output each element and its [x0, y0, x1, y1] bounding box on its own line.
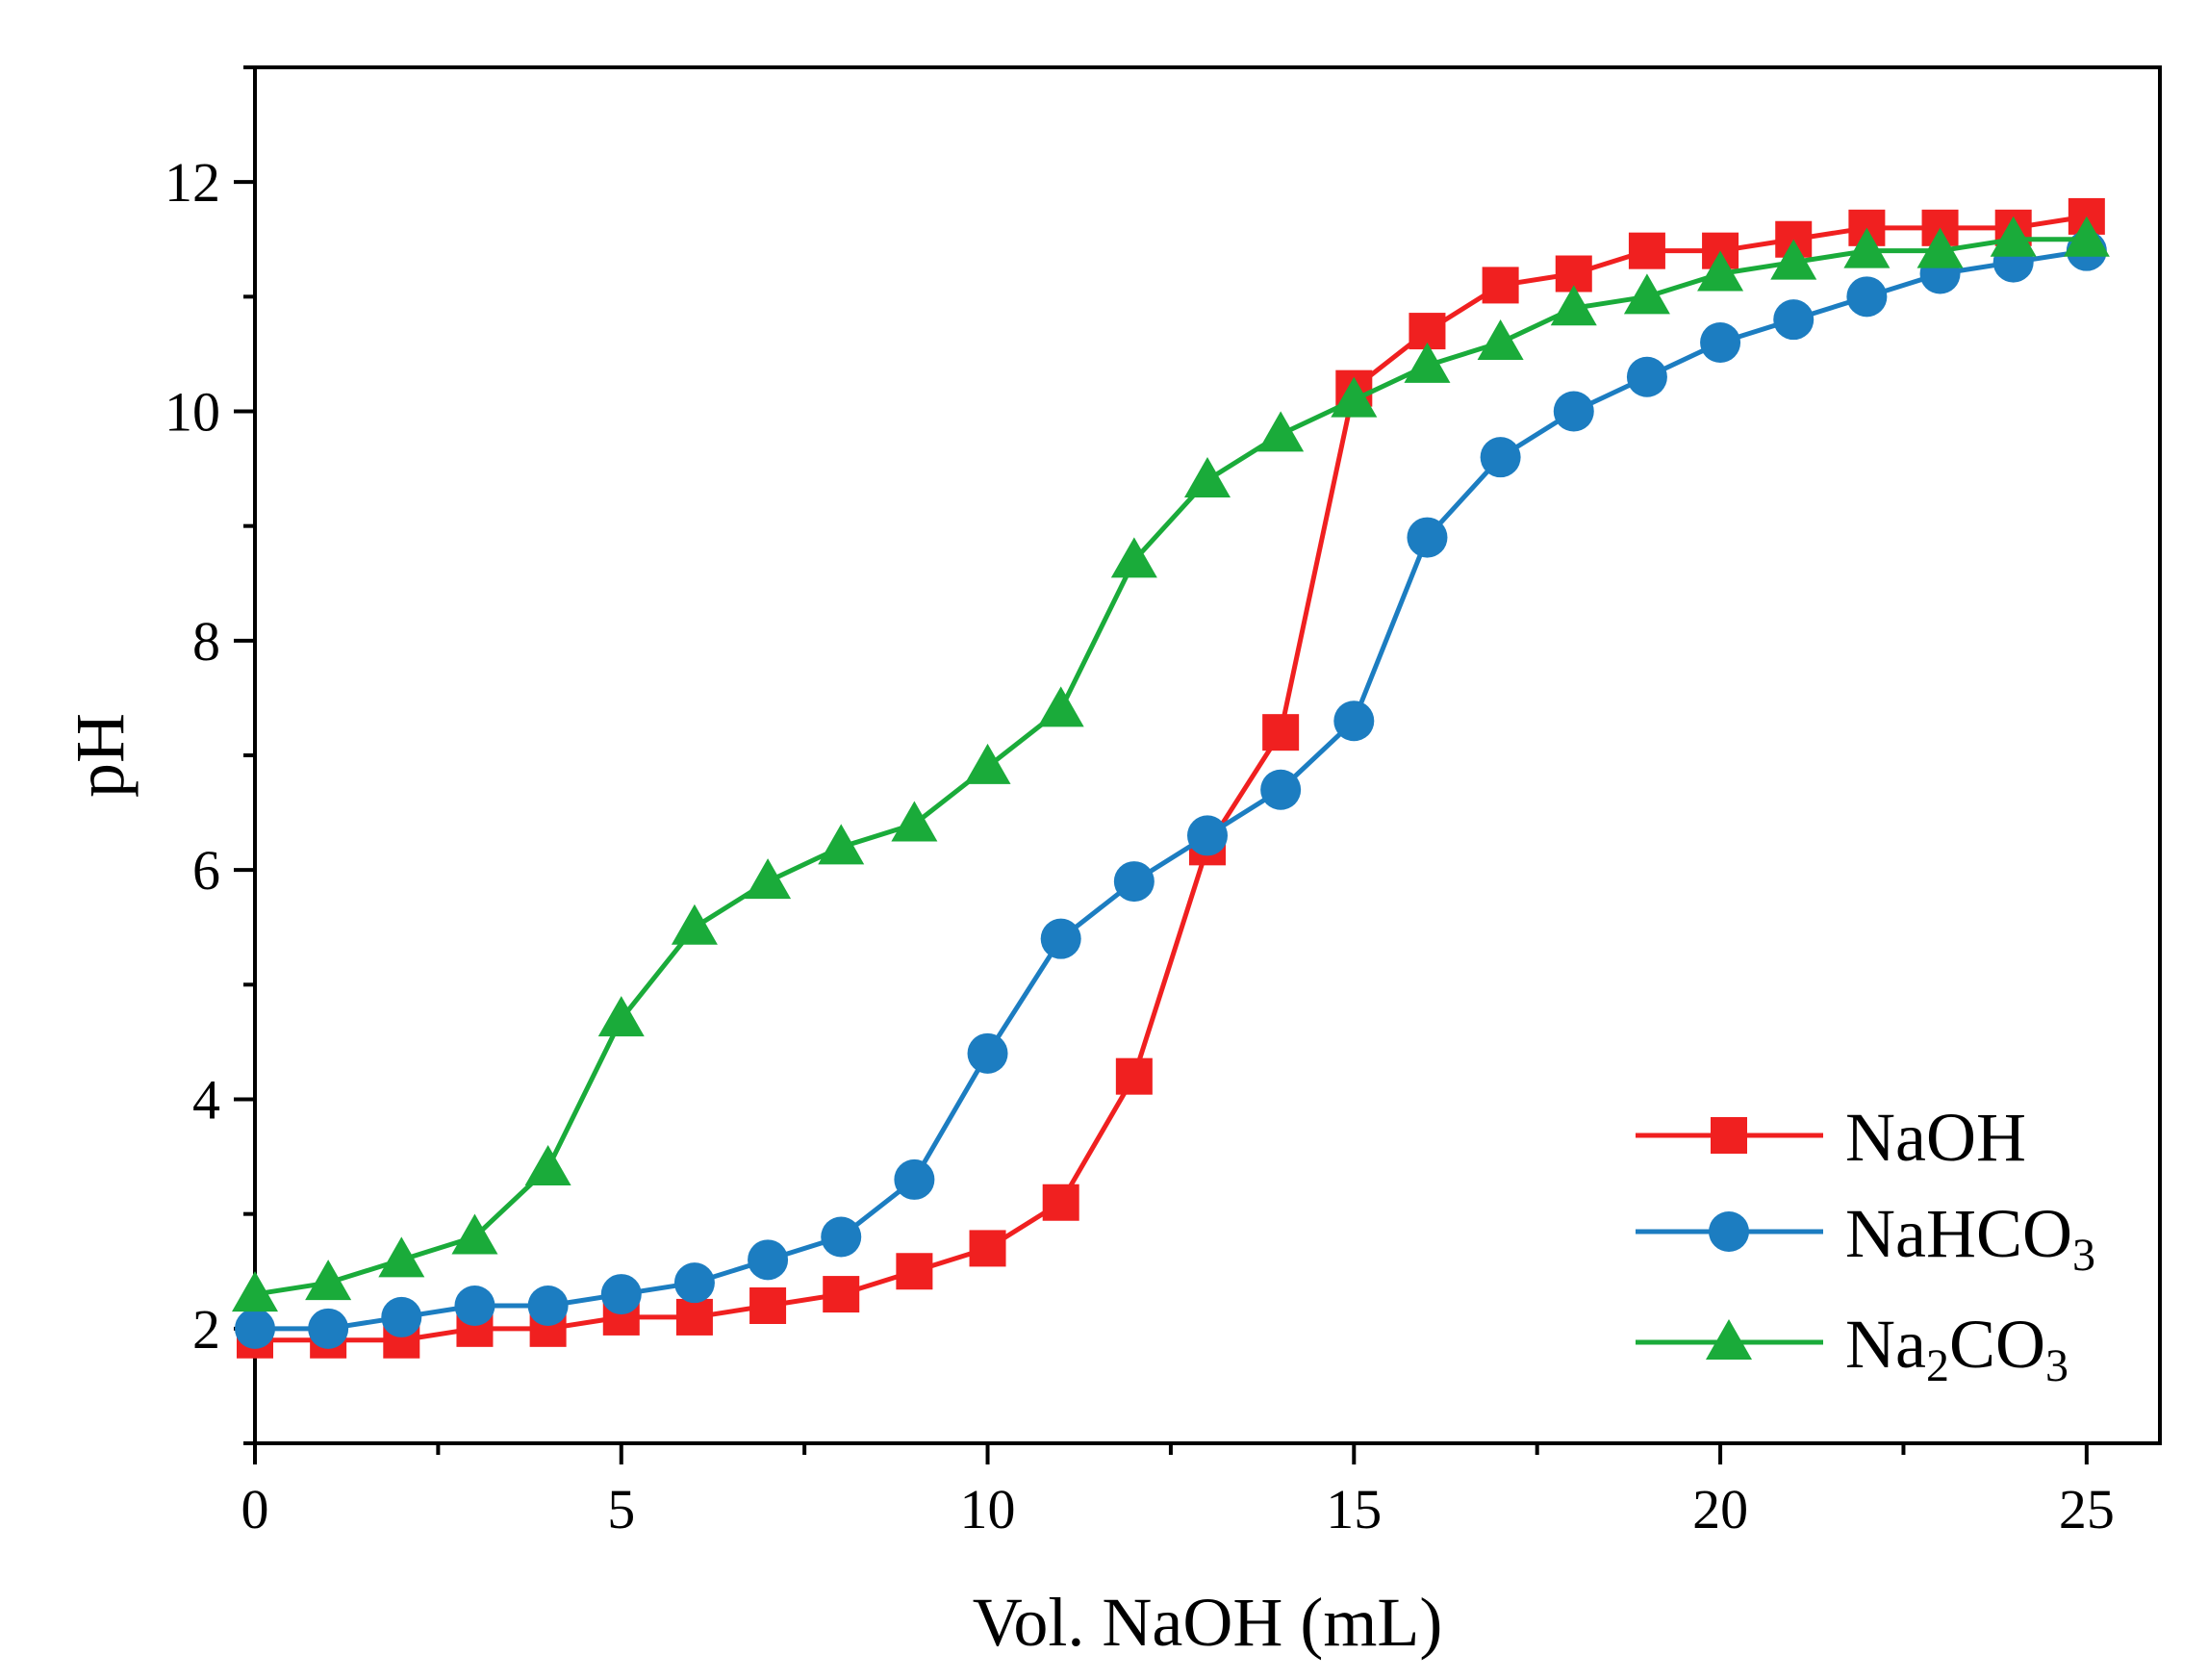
data-point-Na2CO3 [524, 1145, 571, 1185]
x-tick-label: 20 [1692, 1478, 1748, 1540]
y-tick-label: 2 [192, 1298, 220, 1361]
y-axis-title: pH [62, 713, 139, 798]
x-tick-label: 25 [2059, 1478, 2115, 1540]
data-point-NaHCO3 [308, 1308, 349, 1349]
data-point-Na2CO3 [378, 1236, 425, 1278]
data-point-Na2CO3 [1550, 285, 1597, 326]
data-point-Na2CO3 [1990, 216, 2037, 257]
data-point-Na2CO3 [891, 801, 938, 842]
legend-item-NaOH: NaOH [1636, 1099, 2026, 1176]
legend-label-main: NaOH [1845, 1099, 2026, 1176]
data-point-Na2CO3 [745, 858, 792, 900]
x-axis: 0 5 10 15 20 25 [241, 1443, 2115, 1540]
data-point-Na2CO3 [1404, 342, 1451, 383]
legend-label-main: Na [1845, 1306, 1926, 1383]
data-point-NaHCO3 [1407, 517, 1448, 558]
data-point-NaHCO3 [1773, 299, 1815, 341]
data-point-NaHCO3 [1113, 861, 1155, 903]
data-point-NaOH [675, 1298, 713, 1336]
x-axis-title: Vol. NaOH (mL) [973, 1584, 1443, 1661]
data-point-Na2CO3 [597, 996, 645, 1037]
y-tick-label: 12 [165, 151, 220, 214]
series-line-NaOH [255, 214, 2088, 1343]
data-point-Na2CO3 [1843, 227, 1891, 268]
data-point-Na2CO3 [1770, 239, 1817, 280]
data-point-Na2CO3 [1331, 376, 1378, 418]
data-point-NaOH [823, 1276, 860, 1313]
data-point-NaHCO3 [527, 1285, 569, 1326]
data-point-Na2CO3 [305, 1260, 352, 1301]
data-point-Na2CO3 [1037, 686, 1084, 727]
legend-label-NaHCO3: NaHCO3 [1845, 1195, 2095, 1281]
data-point-Na2CO3 [1697, 250, 1744, 292]
legend-item-Na2CO3: Na2CO3 [1636, 1306, 2068, 1391]
data-point-NaHCO3 [600, 1274, 642, 1315]
legend-label-subscript: 3 [2072, 1230, 2095, 1281]
legend-label-subscript: 2 [1926, 1340, 1949, 1391]
data-point-NaHCO3 [821, 1216, 862, 1258]
data-point-Na2CO3 [1257, 411, 1305, 452]
data-point-Na2CO3 [232, 1271, 278, 1312]
x-tick-label: 15 [1326, 1478, 1382, 1540]
y-tick-label: 6 [192, 839, 220, 902]
data-point-Na2CO3 [818, 824, 865, 865]
data-point-NaHCO3 [748, 1239, 789, 1281]
data-point-NaOH [1262, 714, 1300, 751]
legend-item-NaHCO3: NaHCO3 [1636, 1195, 2095, 1281]
data-point-NaOH [1482, 267, 1519, 304]
legend-label-main: NaHCO [1845, 1195, 2072, 1272]
x-tick-label: 5 [607, 1478, 635, 1540]
data-point-Na2CO3 [964, 743, 1011, 784]
data-point-NaHCO3 [1700, 322, 1741, 363]
data-point-NaHCO3 [967, 1032, 1008, 1074]
y-tick-label: 10 [165, 381, 220, 444]
legend-label-Na2CO3: Na2CO3 [1845, 1306, 2068, 1391]
data-point-NaOH [1042, 1184, 1079, 1221]
legend-marker-Na2CO3 [1706, 1319, 1752, 1360]
legend-label-subscript: 3 [2045, 1340, 2068, 1391]
data-point-NaOH [749, 1287, 787, 1324]
data-point-NaHCO3 [673, 1262, 715, 1304]
data-point-NaHCO3 [1260, 769, 1302, 810]
data-point-NaHCO3 [1333, 700, 1375, 742]
series-NaOH [237, 197, 2105, 1359]
data-point-NaHCO3 [1553, 391, 1594, 432]
legend-marker-NaOH [1711, 1117, 1747, 1154]
data-point-NaHCO3 [1040, 918, 1081, 959]
data-point-NaHCO3 [1480, 437, 1521, 478]
series-Na2CO3 [232, 216, 2110, 1312]
data-point-NaHCO3 [1846, 276, 1888, 318]
data-point-Na2CO3 [1623, 273, 1670, 315]
data-point-Na2CO3 [1110, 537, 1157, 578]
data-point-Na2CO3 [451, 1213, 498, 1255]
y-tick-label: 8 [192, 610, 220, 673]
legend-label-NaOH: NaOH [1845, 1099, 2026, 1176]
data-point-NaOH [896, 1253, 933, 1290]
series-line-NaHCO3 [255, 248, 2088, 1332]
data-point-Na2CO3 [2063, 216, 2110, 257]
y-axis: 2 4 6 8 10 12 [165, 65, 255, 1445]
data-point-NaOH [1628, 232, 1665, 269]
data-point-NaOH [969, 1230, 1006, 1267]
data-point-NaHCO3 [454, 1285, 495, 1326]
legend-marker-NaHCO3 [1709, 1211, 1749, 1252]
data-point-NaHCO3 [894, 1158, 935, 1200]
data-point-NaHCO3 [235, 1308, 275, 1349]
y-tick-label: 4 [192, 1069, 220, 1132]
data-point-Na2CO3 [671, 904, 718, 945]
legend-label-part: CO [1949, 1306, 2045, 1383]
data-point-Na2CO3 [1477, 319, 1524, 360]
series-NaHCO3 [235, 230, 2107, 1349]
x-tick-label: 0 [241, 1478, 269, 1540]
data-point-Na2CO3 [1184, 457, 1231, 497]
data-point-Na2CO3 [1916, 227, 1964, 268]
data-point-NaHCO3 [381, 1296, 422, 1337]
data-point-NaHCO3 [1187, 815, 1228, 856]
series-layer [232, 197, 2110, 1359]
data-point-NaOH [1115, 1057, 1153, 1095]
data-point-NaHCO3 [1626, 356, 1667, 397]
x-tick-label: 10 [960, 1478, 1016, 1540]
